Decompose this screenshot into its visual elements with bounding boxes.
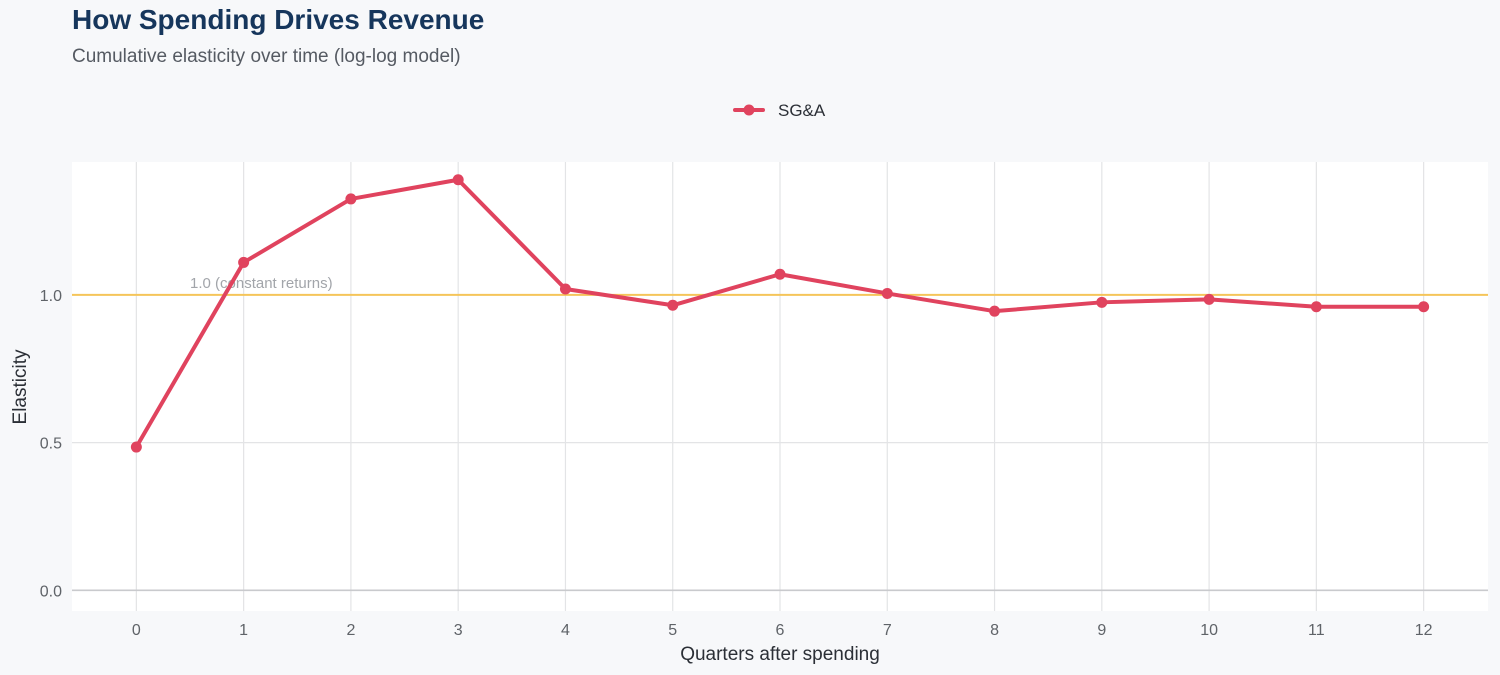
series-layer bbox=[130, 174, 1430, 453]
data-point bbox=[345, 193, 357, 205]
x-tick-label: 0 bbox=[132, 622, 141, 639]
data-point bbox=[667, 299, 679, 311]
x-tick-label: 7 bbox=[883, 622, 892, 639]
data-point bbox=[989, 305, 1001, 317]
y-tick-label: 0.5 bbox=[40, 436, 62, 453]
data-point bbox=[881, 287, 893, 299]
data-point bbox=[559, 283, 571, 295]
x-tick-label: 4 bbox=[561, 622, 570, 639]
data-point bbox=[1310, 301, 1322, 313]
data-point bbox=[1096, 296, 1108, 308]
data-point bbox=[452, 174, 464, 186]
x-tick-label: 8 bbox=[990, 622, 999, 639]
x-tick-label: 2 bbox=[346, 622, 355, 639]
x-tick-label: 6 bbox=[776, 622, 785, 639]
x-tick-label: 12 bbox=[1415, 622, 1433, 639]
chart-title: How Spending Drives Revenue bbox=[72, 4, 485, 35]
y-axis-title: Elasticity bbox=[10, 349, 31, 424]
x-tick-label: 1 bbox=[239, 622, 248, 639]
legend-marker-sga bbox=[743, 104, 755, 116]
y-tick-label: 1.0 bbox=[40, 288, 62, 305]
x-tick-label: 3 bbox=[454, 622, 463, 639]
x-tick-label: 9 bbox=[1097, 622, 1106, 639]
x-tick-label: 5 bbox=[668, 622, 677, 639]
legend-label-sga: SG&A bbox=[778, 101, 826, 120]
legend: SG&A bbox=[733, 101, 826, 120]
x-axis-title: Quarters after spending bbox=[680, 644, 880, 665]
data-point bbox=[130, 441, 142, 453]
reference-layer: 1.0 (constant returns) bbox=[72, 275, 1488, 296]
reference-line-label: 1.0 (constant returns) bbox=[190, 275, 333, 292]
data-point bbox=[1418, 301, 1430, 313]
data-point bbox=[774, 268, 786, 280]
data-point bbox=[1203, 293, 1215, 305]
chart-subtitle: Cumulative elasticity over time (log-log… bbox=[72, 46, 461, 67]
data-point bbox=[238, 256, 250, 268]
x-tick-label: 10 bbox=[1200, 622, 1218, 639]
y-tick-label: 0.0 bbox=[40, 583, 62, 600]
x-tick-label: 11 bbox=[1308, 622, 1325, 639]
axis-layer: 0 1 2 3 4 5 6 7 8 9 10 11 120.00.51.0 bbox=[40, 288, 1433, 639]
